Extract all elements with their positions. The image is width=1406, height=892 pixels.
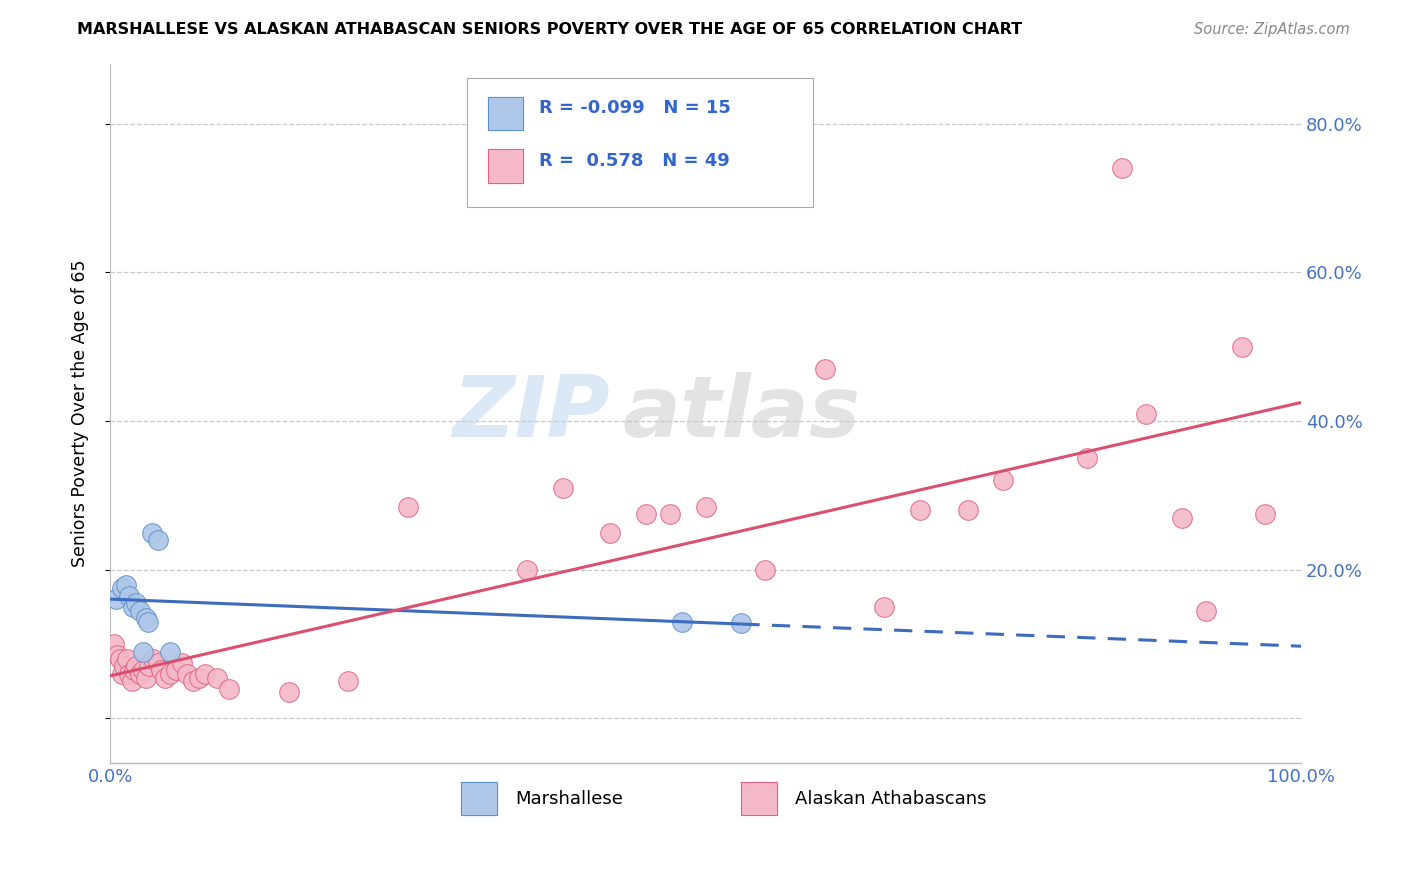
Point — [108, 652, 131, 666]
Point — [146, 656, 169, 670]
Point — [516, 563, 538, 577]
Text: Source: ZipAtlas.com: Source: ZipAtlas.com — [1194, 22, 1350, 37]
Point — [551, 481, 574, 495]
Point — [671, 615, 693, 629]
Point — [114, 577, 136, 591]
Point — [599, 525, 621, 540]
Point — [118, 666, 141, 681]
Text: Marshallese: Marshallese — [515, 789, 623, 807]
Point — [112, 659, 135, 673]
Point — [103, 637, 125, 651]
Point — [146, 533, 169, 547]
Point — [194, 666, 217, 681]
Bar — [741, 782, 778, 815]
Bar — [488, 97, 523, 130]
Point — [337, 674, 360, 689]
Point — [125, 596, 148, 610]
Point — [138, 659, 160, 673]
Y-axis label: Seniors Poverty Over the Age of 65: Seniors Poverty Over the Age of 65 — [72, 260, 89, 567]
Bar — [741, 782, 778, 815]
Point — [956, 503, 979, 517]
Point — [814, 362, 837, 376]
Point — [150, 663, 173, 677]
Point — [1195, 604, 1218, 618]
Bar — [461, 782, 498, 815]
Point — [658, 507, 681, 521]
Point — [135, 671, 157, 685]
Point — [1111, 161, 1133, 176]
Point — [183, 674, 205, 689]
Point — [135, 611, 157, 625]
Point — [1254, 507, 1277, 521]
Point — [115, 652, 138, 666]
Bar — [488, 149, 523, 183]
Point — [1171, 510, 1194, 524]
Point — [159, 666, 181, 681]
Point — [128, 666, 150, 681]
Point — [153, 671, 176, 685]
Point — [122, 663, 145, 677]
Point — [132, 663, 155, 677]
Text: Alaskan Athabascans: Alaskan Athabascans — [794, 789, 987, 807]
Bar — [488, 149, 523, 183]
Point — [993, 474, 1015, 488]
Point — [165, 663, 187, 677]
Point — [142, 652, 165, 666]
Point — [754, 563, 776, 577]
Point — [118, 589, 141, 603]
Point — [634, 507, 657, 521]
Point — [1076, 451, 1098, 466]
Point — [121, 674, 143, 689]
Point — [188, 671, 211, 685]
Bar — [488, 97, 523, 130]
Point — [111, 582, 134, 596]
Point — [1135, 407, 1157, 421]
Point — [396, 500, 419, 514]
Point — [695, 500, 717, 514]
Point — [170, 656, 193, 670]
Point — [277, 685, 299, 699]
Point — [908, 503, 931, 517]
Point — [136, 615, 159, 629]
Point — [105, 592, 128, 607]
FancyBboxPatch shape — [467, 78, 813, 207]
Point — [1230, 340, 1253, 354]
Point — [159, 644, 181, 658]
Point — [207, 671, 229, 685]
Point — [132, 644, 155, 658]
Bar — [461, 782, 498, 815]
Point — [128, 604, 150, 618]
Point — [141, 525, 163, 540]
Point — [176, 666, 198, 681]
Text: atlas: atlas — [623, 372, 860, 455]
Point — [111, 666, 134, 681]
Text: ZIP: ZIP — [453, 372, 610, 455]
Text: MARSHALLESE VS ALASKAN ATHABASCAN SENIORS POVERTY OVER THE AGE OF 65 CORRELATION: MARSHALLESE VS ALASKAN ATHABASCAN SENIOR… — [77, 22, 1022, 37]
Point — [105, 648, 128, 663]
Point — [218, 681, 240, 696]
Point — [121, 599, 143, 614]
Point — [730, 616, 752, 631]
Text: R =  0.578   N = 49: R = 0.578 N = 49 — [538, 152, 730, 169]
Point — [125, 659, 148, 673]
Text: R = -0.099   N = 15: R = -0.099 N = 15 — [538, 99, 731, 117]
Point — [873, 599, 896, 614]
